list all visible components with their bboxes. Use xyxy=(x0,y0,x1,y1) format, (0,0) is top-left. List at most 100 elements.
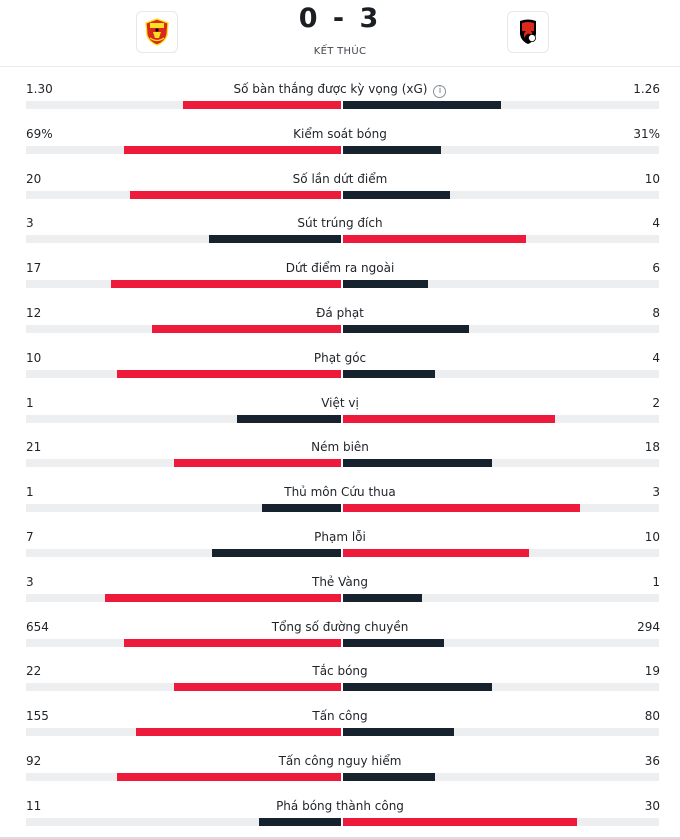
away-stat-bar-track xyxy=(343,638,659,647)
away-stat-bar xyxy=(343,369,435,378)
stat-label-text: Số lần dứt điểm xyxy=(292,171,388,186)
away-stat-bar-track xyxy=(343,280,659,289)
stat-label-text: Tấn công xyxy=(312,709,368,724)
stat-label-text: Dứt điểm ra ngoài xyxy=(285,261,395,276)
away-stat-bar-track xyxy=(343,504,659,513)
home-stat-value: 1.30 xyxy=(26,82,53,96)
home-stat-bar xyxy=(259,817,341,826)
home-stat-value: 1 xyxy=(26,485,34,500)
away-stat-value: 31% xyxy=(633,126,660,141)
match-score: 0 - 3 xyxy=(298,3,382,34)
stat-row: 22 Tắc bóng 19 xyxy=(0,649,680,694)
home-stat-bar-track xyxy=(26,773,341,781)
away-stat-bar-track xyxy=(343,145,659,154)
stat-label-text: Số bàn thắng được kỳ vọng (xG) xyxy=(233,82,428,96)
stat-label-text: Sút trúng đích xyxy=(297,216,383,231)
away-stat-bar-track xyxy=(343,235,659,244)
home-stat-value: 10 xyxy=(26,350,42,365)
stat-label-text: Việt vị xyxy=(321,395,359,410)
stat-row: 3 Thẻ Vàng 1 xyxy=(0,560,680,605)
away-stat-bar xyxy=(343,414,555,423)
away-stat-bar xyxy=(343,728,454,737)
home-stat-bar xyxy=(111,280,341,289)
stat-row: 12 Đá phạt 8 xyxy=(0,291,680,336)
stat-row: 654 Tổng số đường chuyền 294 xyxy=(0,605,680,650)
stat-label: Ném biên xyxy=(0,440,680,454)
stat-row: 155 Tấn công 80 xyxy=(0,694,680,739)
away-stat-bar xyxy=(343,325,469,333)
away-stat-value: 1.26 xyxy=(633,82,660,96)
away-stat-value: 36 xyxy=(644,754,660,768)
away-stat-bar xyxy=(343,817,577,826)
away-stat-value: 10 xyxy=(644,530,660,544)
stat-row: 7 Phạm lỗi 10 xyxy=(0,515,680,560)
home-stat-value: 17 xyxy=(26,261,42,276)
stat-label-text: Ném biên xyxy=(311,440,369,455)
home-stat-value: 3 xyxy=(26,574,34,589)
home-stat-bar xyxy=(174,683,341,692)
home-stat-bar-track xyxy=(26,190,341,199)
away-stat-bar-track xyxy=(343,773,659,781)
home-stat-bar-track xyxy=(26,145,341,154)
stat-label: Phá bóng thành công xyxy=(0,799,680,813)
away-stat-bar-track xyxy=(343,593,659,602)
stat-row: 10 Phạt góc 4 xyxy=(0,336,680,381)
home-stat-bar-track xyxy=(26,728,341,737)
home-stat-bar-track xyxy=(26,817,341,826)
home-stat-bar xyxy=(117,773,341,781)
stat-label: Phạt góc xyxy=(0,351,680,365)
home-stat-bar xyxy=(183,101,341,109)
away-stat-bar xyxy=(343,683,492,692)
away-stat-bar-track xyxy=(343,414,659,423)
away-stat-bar xyxy=(343,190,450,199)
away-stat-value: 4 xyxy=(652,350,660,365)
home-stat-bar xyxy=(174,459,341,468)
home-stat-bar xyxy=(262,504,341,513)
home-stat-bar xyxy=(124,145,341,154)
stat-label-text: Phạt góc xyxy=(313,350,367,365)
away-stat-bar-track xyxy=(343,101,659,109)
stat-label: Tấn công nguy hiểm xyxy=(0,754,680,768)
stat-label-text: Tấn công nguy hiểm xyxy=(278,754,402,768)
stat-row: 11 Phá bóng thành công 30 xyxy=(0,784,680,829)
away-stat-value: 4 xyxy=(652,216,660,231)
away-stat-value: 19 xyxy=(644,664,660,679)
away-team-crest[interactable] xyxy=(507,11,549,53)
stat-label: Thủ môn Cứu thua xyxy=(0,485,680,499)
home-stat-bar xyxy=(152,325,341,333)
stat-label-text: Đá phạt xyxy=(316,306,364,320)
stat-label: Kiểm soát bóng xyxy=(0,127,680,141)
stat-label: Thẻ Vàng xyxy=(0,575,680,589)
home-stat-bar-track xyxy=(26,235,341,244)
home-team-crest[interactable] xyxy=(136,11,178,53)
away-stat-bar-track xyxy=(343,728,659,737)
stat-row: 1 Việt vị 2 xyxy=(0,381,680,426)
away-stat-value: 294 xyxy=(637,619,660,634)
away-stat-bar xyxy=(343,145,441,154)
away-stat-bar xyxy=(343,593,422,602)
home-stat-bar xyxy=(117,369,341,378)
stat-label: Dứt điểm ra ngoài xyxy=(0,261,680,275)
stat-row: 3 Sút trúng đích 4 xyxy=(0,201,680,246)
away-stat-bar-track xyxy=(343,549,659,557)
away-stat-bar xyxy=(343,638,444,647)
home-stat-bar xyxy=(124,638,341,647)
home-stat-bar xyxy=(105,593,341,602)
bottom-divider xyxy=(0,837,680,839)
home-stat-bar-track xyxy=(26,414,341,423)
stat-row: 92 Tấn công nguy hiểm 36 xyxy=(0,739,680,784)
away-stat-bar xyxy=(343,235,526,244)
stat-label-text: Tổng số đường chuyền xyxy=(271,619,409,634)
manchester-united-crest-icon xyxy=(145,18,169,46)
away-stat-value: 3 xyxy=(652,485,660,500)
away-stat-value: 6 xyxy=(652,261,660,276)
home-stat-bar-track xyxy=(26,280,341,289)
stat-row: 21 Ném biên 18 xyxy=(0,425,680,470)
away-stat-value: 1 xyxy=(652,574,660,589)
away-stat-bar-track xyxy=(343,369,659,378)
home-stat-bar-track xyxy=(26,459,341,468)
away-stat-bar-track xyxy=(343,817,659,826)
info-icon[interactable]: i xyxy=(433,85,447,98)
home-stat-bar xyxy=(212,549,341,557)
home-stat-value: 20 xyxy=(26,171,42,186)
